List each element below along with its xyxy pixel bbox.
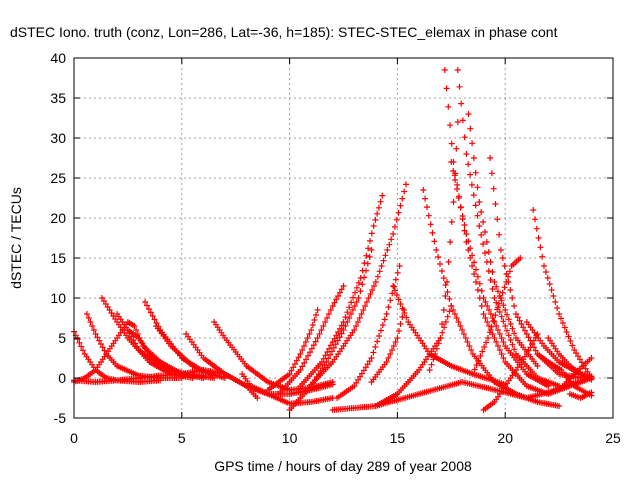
data-series <box>334 263 403 401</box>
data-series <box>420 187 563 409</box>
data-points <box>454 67 563 389</box>
data-points <box>329 375 595 413</box>
data-series <box>530 207 595 381</box>
data-points <box>545 335 595 383</box>
data-points <box>441 67 595 397</box>
data-points <box>275 283 347 397</box>
x-tick-labels: 0 5 10 15 20 25 <box>70 430 621 446</box>
x-tick-label: 25 <box>605 430 621 446</box>
x-tick-label: 15 <box>390 430 406 446</box>
data-points <box>297 192 386 389</box>
y-tick-label: 40 <box>50 50 66 66</box>
data-series <box>545 335 595 383</box>
x-tick-label: 20 <box>497 430 513 446</box>
plot-frame <box>73 57 614 419</box>
data-series <box>556 355 595 393</box>
data-points <box>448 159 552 389</box>
data-points <box>183 331 261 401</box>
y-tick-label: 25 <box>50 170 66 186</box>
data-points <box>487 155 584 381</box>
data-series <box>275 283 347 397</box>
x-tick-label: 10 <box>282 430 298 446</box>
data-points <box>420 187 563 409</box>
data-series <box>183 331 261 401</box>
data-points <box>368 307 407 385</box>
data-series <box>152 323 218 379</box>
y-tick-label: 30 <box>50 130 66 146</box>
data-series <box>566 389 595 401</box>
data-series <box>124 327 218 381</box>
data-points <box>334 263 403 401</box>
data-points <box>566 389 595 401</box>
data-series <box>441 67 595 397</box>
data-points <box>469 255 524 377</box>
data-series <box>465 111 541 369</box>
y-tick-label: 10 <box>50 290 66 306</box>
traces <box>71 67 595 413</box>
data-points <box>465 111 541 369</box>
data-series <box>368 307 407 385</box>
data-series <box>454 67 563 389</box>
data-series <box>426 119 461 373</box>
data-points <box>308 181 409 388</box>
x-tick-label: 0 <box>70 430 78 446</box>
x-axis-label: GPS time / hours of day 289 of year 2008 <box>214 458 472 474</box>
data-points <box>556 355 595 393</box>
y-tick-label: 0 <box>58 370 66 386</box>
data-series <box>265 307 321 393</box>
data-points <box>152 323 218 379</box>
data-points <box>265 307 321 393</box>
y-tick-labels: -5 0 5 10 15 20 25 30 35 40 <box>50 50 66 426</box>
y-tick-label: 20 <box>50 210 66 226</box>
y-tick-label: 15 <box>50 250 66 266</box>
y-tick-label: -5 <box>54 410 67 426</box>
y-axis-label: dSTEC / TECUs <box>8 187 24 289</box>
chart-title: dSTEC Iono. truth (conz, Lon=286, Lat=-3… <box>10 24 558 40</box>
data-series <box>469 255 524 377</box>
ticks <box>73 57 614 419</box>
data-series <box>211 319 336 393</box>
data-series <box>308 181 409 388</box>
data-points <box>124 327 218 381</box>
data-points <box>530 207 595 381</box>
data-series <box>487 155 584 381</box>
data-series <box>448 159 552 389</box>
x-tick-label: 5 <box>178 430 186 446</box>
data-series <box>297 192 386 389</box>
data-points <box>211 319 336 393</box>
data-series <box>329 375 595 413</box>
data-points <box>426 119 461 373</box>
y-tick-label: 5 <box>58 330 66 346</box>
y-tick-label: 35 <box>50 90 66 106</box>
